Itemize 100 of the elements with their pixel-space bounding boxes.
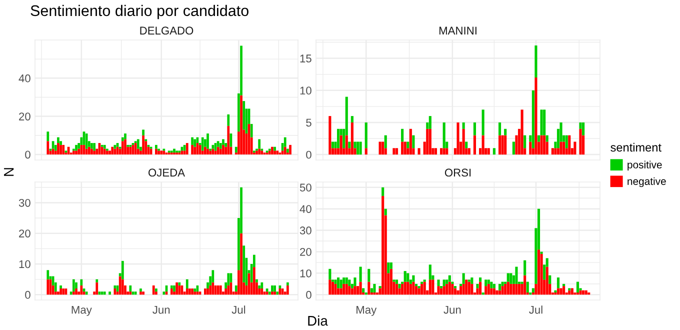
bar <box>271 146 274 154</box>
bar <box>404 142 406 155</box>
bar <box>582 122 585 136</box>
bar <box>129 292 132 295</box>
bar <box>274 146 276 151</box>
bar <box>219 143 222 149</box>
bar <box>216 146 220 154</box>
bar <box>60 285 62 289</box>
bar <box>456 290 460 295</box>
bar <box>54 144 57 151</box>
bar <box>468 282 470 295</box>
bar <box>462 284 465 295</box>
bar <box>515 266 518 284</box>
bar <box>260 282 264 289</box>
bar <box>121 260 124 280</box>
bar <box>345 135 348 155</box>
bar <box>506 273 510 282</box>
bar <box>520 110 524 155</box>
text: Sentimiento diario por candidato <box>30 4 248 20</box>
bar <box>194 292 196 295</box>
bar <box>376 292 379 295</box>
bar <box>373 292 376 295</box>
bar <box>46 279 50 295</box>
bar <box>448 275 451 282</box>
bar <box>418 288 420 295</box>
bar <box>60 144 62 154</box>
bar <box>331 142 334 148</box>
bar <box>540 254 543 295</box>
bar <box>448 282 451 295</box>
bar <box>186 288 188 295</box>
bar <box>398 288 401 295</box>
bar <box>328 116 332 155</box>
bar <box>478 277 482 282</box>
bar <box>240 233 242 295</box>
bar <box>178 285 181 295</box>
bar <box>242 101 246 130</box>
bar <box>512 142 515 155</box>
bar <box>382 142 384 155</box>
bar <box>501 286 504 295</box>
bar <box>227 114 230 126</box>
bar <box>209 285 212 295</box>
bar <box>75 144 78 151</box>
bar <box>194 139 196 147</box>
y-tick-label: 20 <box>300 248 312 256</box>
bar <box>568 290 571 295</box>
bar <box>57 137 60 144</box>
bar <box>510 273 512 284</box>
chart-title: MANINI <box>439 26 476 34</box>
bar <box>529 142 532 155</box>
bar <box>212 144 214 149</box>
bar <box>354 277 356 286</box>
bar <box>140 292 142 295</box>
bar <box>440 288 443 295</box>
bar <box>80 279 83 286</box>
bar <box>554 292 557 295</box>
bar <box>440 148 443 155</box>
bar <box>460 284 462 286</box>
bar <box>173 285 176 292</box>
bar <box>492 148 496 155</box>
bar <box>173 148 176 153</box>
bar <box>462 273 465 284</box>
bar <box>345 284 348 295</box>
bar <box>565 135 568 148</box>
bar <box>227 273 230 286</box>
bar <box>560 142 562 155</box>
bar <box>204 146 206 154</box>
bar <box>216 285 220 295</box>
bar <box>434 148 438 155</box>
bar <box>576 292 580 295</box>
bar <box>46 132 50 142</box>
bar <box>142 130 144 136</box>
y-axis-title: N <box>4 168 14 176</box>
bar <box>482 110 484 136</box>
bar <box>401 128 404 142</box>
bar <box>170 285 173 289</box>
legend-label: negative <box>628 177 666 188</box>
bar <box>155 148 158 154</box>
bar <box>234 285 238 292</box>
bar <box>331 282 334 295</box>
bar <box>268 150 271 154</box>
bar <box>401 284 404 295</box>
bar <box>271 292 274 295</box>
bar <box>428 116 432 129</box>
bar <box>409 128 412 155</box>
bar <box>114 288 116 295</box>
y-tick-label: 10 <box>300 86 312 95</box>
bar <box>155 288 158 292</box>
bar <box>85 292 88 295</box>
bar <box>487 284 490 295</box>
bar <box>103 148 106 154</box>
chart-title: OJEDA <box>148 168 185 177</box>
legend-label: positive <box>628 160 662 170</box>
bar <box>142 292 144 295</box>
bar <box>423 282 426 295</box>
bar <box>286 285 289 295</box>
bar <box>529 292 532 295</box>
bar <box>124 133 126 140</box>
bar <box>256 150 258 154</box>
bar <box>206 148 209 154</box>
bar <box>576 282 580 292</box>
